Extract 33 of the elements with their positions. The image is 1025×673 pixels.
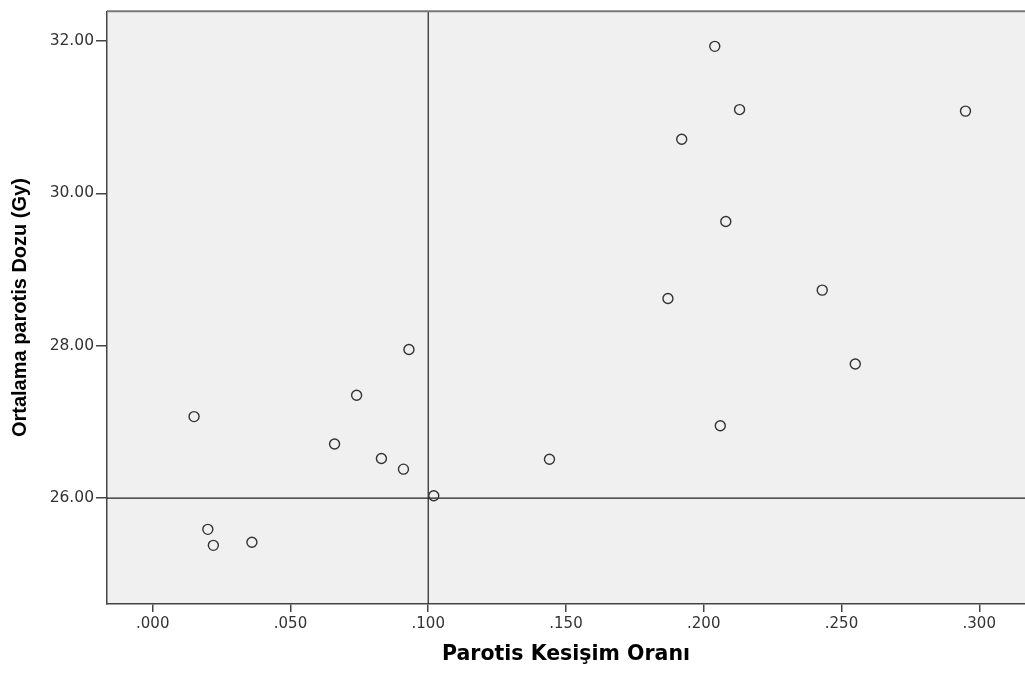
x-tick-label: .200 (687, 613, 721, 632)
y-tick-label: 30.00 (49, 183, 94, 202)
point (350, 389, 363, 401)
point (397, 463, 410, 475)
point (428, 490, 440, 502)
point (375, 452, 388, 465)
point (709, 40, 721, 53)
point (733, 103, 746, 116)
y-tick-label: 32.00 (49, 31, 94, 50)
point (246, 536, 258, 548)
point (328, 438, 341, 450)
point (714, 420, 726, 432)
point (720, 215, 732, 228)
point (959, 105, 972, 117)
x-tick-label: .000 (136, 613, 170, 632)
x-axis-title: Parotis Kesişim Oranı (441, 641, 691, 666)
y-tick-label: 28.00 (49, 335, 94, 354)
x-tick-label: .100 (411, 613, 445, 632)
point (543, 453, 556, 465)
y-tick-label: 26.00 (49, 488, 94, 507)
point (202, 523, 214, 536)
point (676, 133, 688, 145)
point (188, 410, 200, 423)
x-tick-label: .250 (824, 613, 859, 632)
x-tick-label: .050 (273, 613, 308, 632)
point (403, 343, 415, 356)
point (662, 292, 674, 305)
point (849, 358, 861, 370)
y-axis-title: Ortalama parotis Dozu (Gy) (7, 178, 30, 438)
point (207, 539, 220, 552)
point (816, 284, 828, 296)
x-tick-label: .300 (962, 613, 996, 632)
x-tick-label: .150 (549, 613, 583, 632)
